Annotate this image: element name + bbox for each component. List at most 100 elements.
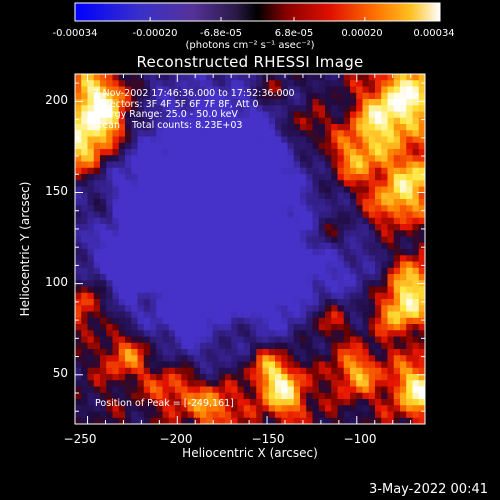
heatmap-cell xyxy=(112,249,120,256)
heatmap-cell xyxy=(318,217,326,225)
heatmap-cell xyxy=(300,405,307,412)
heatmap-cell xyxy=(412,380,420,387)
heatmap-cell xyxy=(175,249,182,256)
heatmap-cell xyxy=(243,267,251,275)
heatmap-cell xyxy=(81,299,88,306)
heatmap-cell xyxy=(93,211,101,219)
heatmap-cell xyxy=(187,367,195,375)
heatmap-cell xyxy=(331,367,338,375)
heatmap-cell xyxy=(256,261,263,269)
heatmap-cell xyxy=(331,249,338,256)
heatmap-cell xyxy=(168,380,176,387)
heatmap-cell xyxy=(368,380,376,387)
heatmap-cell xyxy=(300,311,307,319)
y-tick-label: 50 xyxy=(52,366,68,380)
heatmap-cell xyxy=(87,374,95,381)
heatmap-cell xyxy=(387,230,395,237)
heatmap-cell xyxy=(343,230,351,237)
heatmap-cell xyxy=(81,236,88,244)
heatmap-cell xyxy=(150,261,157,269)
heatmap-cell xyxy=(250,280,257,287)
heatmap-cell xyxy=(406,286,413,294)
heatmap-cell xyxy=(293,249,301,256)
heatmap-cell xyxy=(406,399,413,406)
heatmap-cell xyxy=(156,142,163,150)
heatmap-cell xyxy=(381,349,388,356)
heatmap-cell xyxy=(318,136,326,144)
heatmap-cell xyxy=(175,124,182,131)
heatmap-cell xyxy=(87,136,95,144)
heatmap-cell xyxy=(343,74,351,81)
heatmap-cell xyxy=(400,311,407,319)
heatmap-cell xyxy=(156,367,163,375)
heatmap-cell xyxy=(75,292,82,300)
heatmap-cell xyxy=(281,280,288,287)
heatmap-cell xyxy=(387,217,395,225)
heatmap-cell xyxy=(106,230,113,237)
heatmap-cell xyxy=(200,242,207,250)
heatmap-cell xyxy=(256,192,263,200)
heatmap-cell xyxy=(306,280,313,287)
heatmap-cell xyxy=(206,186,213,194)
heatmap-cell xyxy=(393,286,401,294)
heatmap-cell xyxy=(418,186,426,194)
heatmap-cell xyxy=(250,242,257,250)
heatmap-cell xyxy=(331,224,338,231)
heatmap-cell xyxy=(400,136,407,144)
heatmap-cell xyxy=(231,399,238,406)
heatmap-cell xyxy=(125,117,132,125)
heatmap-cell xyxy=(243,230,251,237)
heatmap-cell xyxy=(193,136,201,144)
heatmap-cell xyxy=(181,80,188,87)
heatmap-cell xyxy=(268,342,276,350)
heatmap-cell xyxy=(100,199,107,206)
heatmap-cell xyxy=(393,180,401,187)
heatmap-cell xyxy=(162,167,170,175)
heatmap-cell xyxy=(356,124,363,131)
heatmap-cell xyxy=(337,292,345,300)
heatmap-cell xyxy=(175,299,182,306)
heatmap-cell xyxy=(306,374,313,381)
heatmap-cell xyxy=(287,136,295,144)
heatmap-cell xyxy=(350,217,357,225)
heatmap-cell xyxy=(118,211,126,219)
heatmap-cell xyxy=(300,411,307,419)
heatmap-cell xyxy=(250,186,257,194)
heatmap-cell xyxy=(206,261,213,269)
heatmap-cell xyxy=(93,380,101,387)
heatmap-cell xyxy=(131,311,138,319)
heatmap-cell xyxy=(318,117,326,125)
heatmap-cell xyxy=(393,292,401,300)
y-axis-label: Heliocentric Y (arcsec) xyxy=(18,181,32,317)
heatmap-cell xyxy=(281,305,288,312)
heatmap-cell xyxy=(343,411,351,419)
heatmap-cell xyxy=(375,311,382,319)
heatmap-cell xyxy=(137,180,145,187)
heatmap-cell xyxy=(400,199,407,206)
heatmap-cell xyxy=(81,74,88,81)
heatmap-cell xyxy=(106,330,113,337)
heatmap-cell xyxy=(118,80,126,87)
heatmap-cell xyxy=(312,349,320,356)
heatmap-cell xyxy=(106,342,113,350)
heatmap-cell xyxy=(143,155,151,162)
heatmap-cell xyxy=(131,117,138,125)
heatmap-cell xyxy=(362,161,370,169)
heatmap-cell xyxy=(225,211,232,219)
heatmap-cell xyxy=(118,117,126,125)
heatmap-cell xyxy=(125,255,132,262)
heatmap-cell xyxy=(262,186,270,194)
heatmap-cell xyxy=(350,342,357,350)
heatmap-cell xyxy=(312,111,320,119)
heatmap-cell xyxy=(400,299,407,306)
heatmap-cell xyxy=(287,299,295,306)
heatmap-cell xyxy=(275,230,282,237)
heatmap-cell xyxy=(175,74,182,81)
heatmap-cell xyxy=(162,349,170,356)
heatmap-cell xyxy=(400,374,407,381)
heatmap-cell xyxy=(162,361,170,369)
heatmap-cell xyxy=(368,186,376,194)
heatmap-cell xyxy=(75,124,82,131)
heatmap-cell xyxy=(418,167,426,175)
heatmap-cell xyxy=(93,374,101,381)
